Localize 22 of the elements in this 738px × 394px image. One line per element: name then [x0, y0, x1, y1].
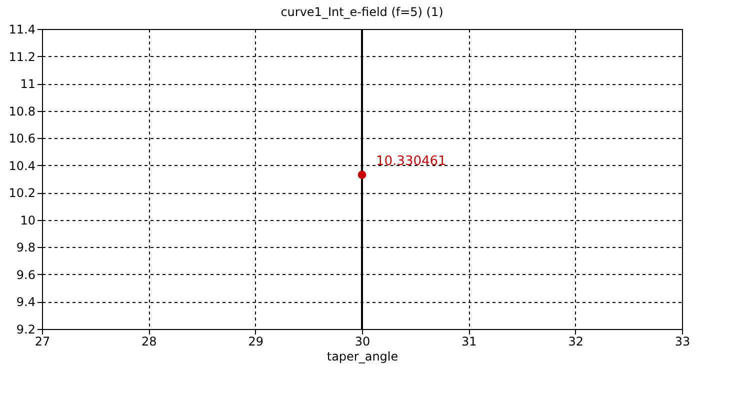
x-tick-label: 31 — [462, 334, 477, 348]
data-label: 10.330461 — [376, 154, 446, 169]
chart-title: curve1_Int_e-field (f=5) (1) — [280, 5, 444, 19]
x-tick-label: 30 — [354, 334, 370, 348]
x-tick-label: 29 — [248, 334, 264, 348]
y-tick-label: 10.4 — [8, 158, 36, 173]
x-axis-title: taper_angle — [326, 350, 398, 364]
y-tick-label: 11.4 — [8, 22, 36, 36]
y-tick-label: 9.2 — [16, 322, 36, 336]
y-tick-label: 10.8 — [8, 104, 36, 118]
y-tick-label: 10 — [20, 213, 36, 228]
y-tick-label: 9.4 — [16, 295, 36, 310]
x-tick-label: 27 — [34, 334, 50, 348]
x-tick-label: 32 — [568, 334, 584, 348]
y-tick-label: 9.8 — [16, 240, 36, 255]
y-tick-label: 11.2 — [8, 50, 36, 64]
y-tick-label: 9.6 — [16, 268, 36, 282]
x-tick-label: 33 — [674, 334, 690, 348]
x-tick-label: 28 — [142, 334, 157, 348]
y-tick-label: 11 — [20, 77, 36, 92]
y-tick-label: 10.2 — [8, 186, 36, 200]
y-tick-label: 10.6 — [8, 132, 36, 146]
